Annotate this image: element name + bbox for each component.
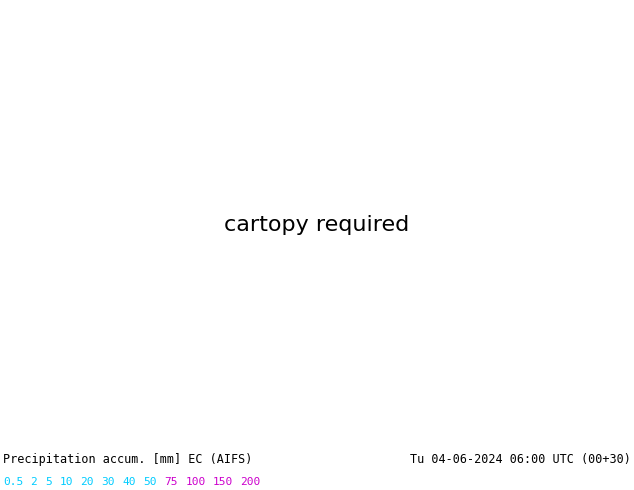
Text: 20: 20	[81, 477, 94, 487]
Text: 5: 5	[45, 477, 52, 487]
Text: 40: 40	[122, 477, 136, 487]
Text: Precipitation accum. [mm] EC (AIFS): Precipitation accum. [mm] EC (AIFS)	[3, 453, 252, 466]
Text: 75: 75	[164, 477, 178, 487]
Text: 200: 200	[240, 477, 261, 487]
Text: 100: 100	[186, 477, 206, 487]
Text: 0.5: 0.5	[3, 477, 23, 487]
Text: 2: 2	[30, 477, 37, 487]
Text: 150: 150	[213, 477, 233, 487]
Text: 30: 30	[101, 477, 115, 487]
Text: 50: 50	[143, 477, 157, 487]
Text: 10: 10	[60, 477, 73, 487]
Text: cartopy required: cartopy required	[224, 215, 410, 235]
Text: Tu 04-06-2024 06:00 UTC (00+30): Tu 04-06-2024 06:00 UTC (00+30)	[410, 453, 631, 466]
